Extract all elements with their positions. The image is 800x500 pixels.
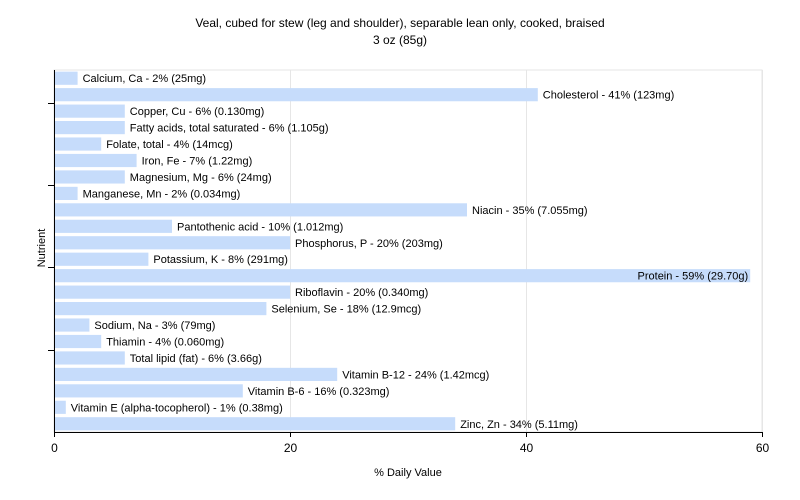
- bar-1: [54, 88, 538, 102]
- bar-label-13: Riboflavin - 20% (0.340mg): [295, 287, 428, 299]
- bar-10: [54, 236, 290, 250]
- bar-7: [54, 186, 78, 200]
- bar-18: [54, 367, 338, 381]
- x-tick-label-20: 20: [284, 441, 298, 455]
- chart-title: Veal, cubed for stew (leg and shoulder),…: [195, 16, 604, 30]
- bar-label-0: Calcium, Ca - 2% (25mg): [83, 73, 206, 85]
- bar-20: [54, 400, 66, 414]
- chart-subtitle: 3 oz (85g): [373, 33, 427, 47]
- x-tick-label-40: 40: [520, 441, 534, 455]
- bar-5: [54, 153, 137, 168]
- bar-label-12: Protein - 59% (29.70g): [638, 271, 749, 283]
- bar-label-15: Sodium, Na - 3% (79mg): [94, 320, 215, 332]
- bar-4: [54, 137, 102, 151]
- bar-14: [54, 302, 267, 316]
- bar-label-18: Vitamin B-12 - 24% (1.42mcg): [342, 369, 489, 381]
- axes-group: 0 20 40 60: [48, 70, 769, 455]
- bar-label-3: Fatty acids, total saturated - 6% (1.105…: [130, 123, 329, 135]
- bar-8: [54, 203, 467, 217]
- bar-label-11: Potassium, K - 8% (291mg): [153, 254, 288, 266]
- bar-16: [54, 334, 102, 349]
- bar-13: [54, 285, 290, 299]
- bar-label-5: Iron, Fe - 7% (1.22mg): [142, 156, 253, 168]
- bar-19: [54, 384, 243, 398]
- bar-label-14: Selenium, Se - 18% (12.9mcg): [271, 304, 421, 316]
- bar-label-2: Copper, Cu - 6% (0.130mg): [130, 106, 265, 118]
- bar-label-1: Cholesterol - 41% (123mg): [543, 90, 674, 102]
- bar-21: [54, 417, 456, 431]
- bar-label-20: Vitamin E (alpha-tocopherol) - 1% (0.38m…: [71, 402, 283, 414]
- y-axis-label: Nutrient: [36, 229, 48, 268]
- bar-label-17: Total lipid (fat) - 6% (3.66g): [130, 353, 262, 365]
- bar-6: [54, 170, 125, 184]
- bar-label-8: Niacin - 35% (7.055mg): [472, 205, 588, 217]
- x-axis-label: % Daily Value: [374, 467, 442, 479]
- bar-label-10: Phosphorus, P - 20% (203mg): [295, 238, 443, 250]
- bar-9: [54, 219, 172, 233]
- bar-15: [54, 318, 90, 332]
- x-tick-label-60: 60: [756, 441, 770, 455]
- bar-label-6: Magnesium, Mg - 6% (24mg): [130, 172, 272, 184]
- bars-group: Calcium, Ca - 2% (25mg) Cholesterol - 41%…: [54, 71, 751, 431]
- bar-2: [54, 104, 125, 118]
- bar-0: [54, 71, 78, 85]
- bar-label-16: Thiamin - 4% (0.060mg): [106, 337, 224, 349]
- bar-label-9: Pantothenic acid - 10% (1.012mg): [177, 221, 343, 233]
- x-tick-label-0: 0: [51, 441, 58, 455]
- bar-label-7: Manganese, Mn - 2% (0.034mg): [83, 188, 241, 200]
- bar-12: [54, 269, 751, 283]
- bar-label-4: Folate, total - 4% (14mcg): [106, 139, 233, 151]
- bar-11: [54, 252, 149, 266]
- bar-label-19: Vitamin B-6 - 16% (0.323mg): [248, 386, 390, 398]
- bar-label-21: Zinc, Zn - 34% (5.11mg): [460, 419, 578, 431]
- bar-17: [54, 351, 125, 365]
- bar-3: [54, 121, 125, 135]
